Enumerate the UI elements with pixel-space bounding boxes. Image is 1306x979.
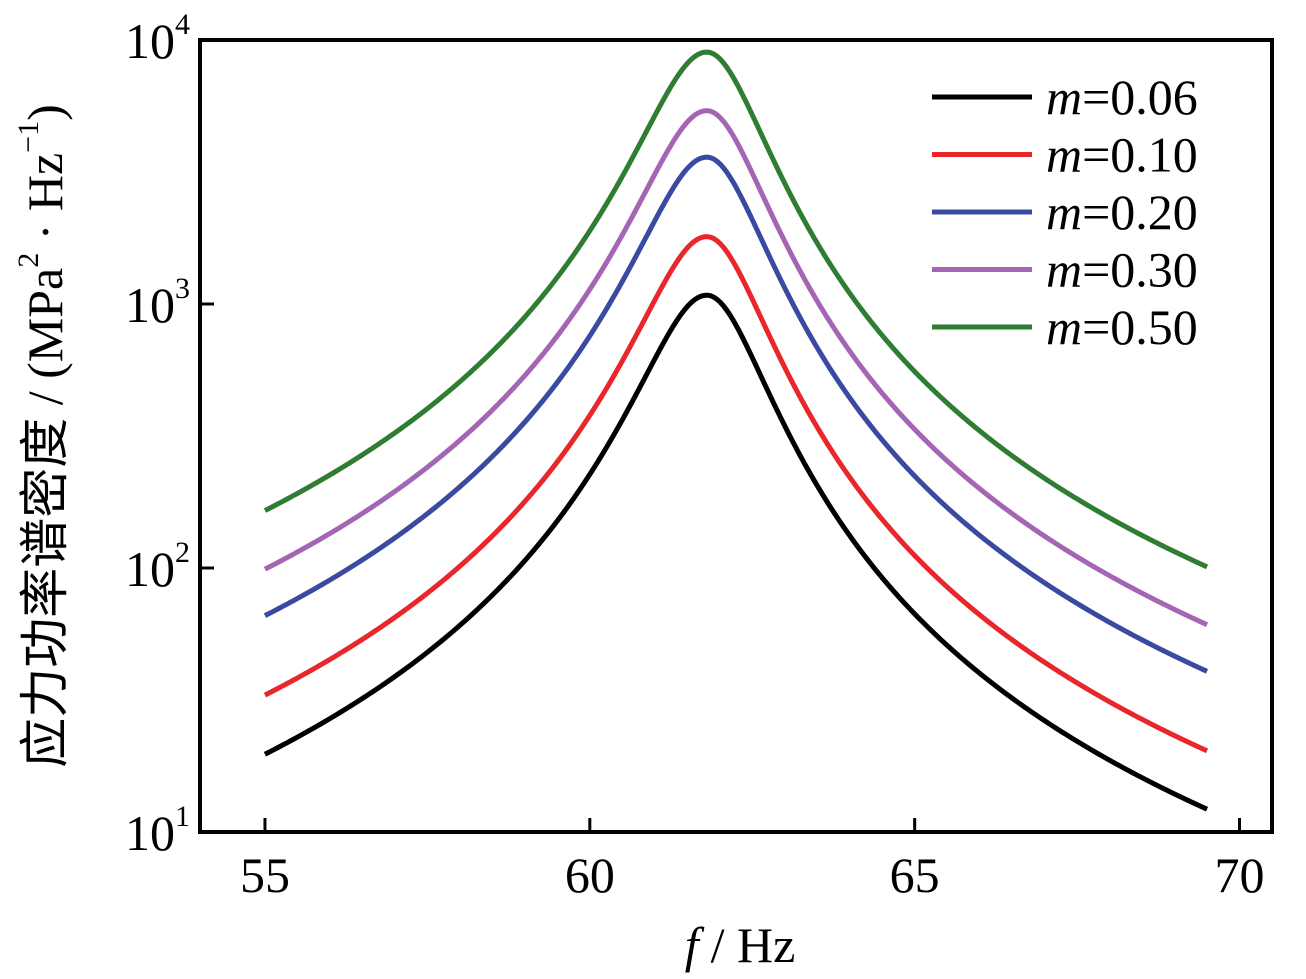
series-line-4 xyxy=(263,49,1209,570)
legend-label: m=0.30 xyxy=(1046,242,1198,298)
x-axis-label: f / Hz xyxy=(685,917,796,973)
y-tick-label: 104 xyxy=(125,8,190,69)
y-tick-label: 101 xyxy=(125,800,190,861)
y-tick-label: 103 xyxy=(125,272,190,333)
x-tick-label: 60 xyxy=(565,847,615,903)
legend: m=0.06m=0.10m=0.20m=0.30m=0.50 xyxy=(932,69,1198,355)
legend-label: m=0.50 xyxy=(1046,299,1198,355)
y-axis-ticks: 101 102 103 104 xyxy=(125,8,214,861)
x-tick-label: 55 xyxy=(240,847,290,903)
x-tick-label: 65 xyxy=(890,847,940,903)
legend-label: m=0.06 xyxy=(1046,69,1198,125)
series-line-2 xyxy=(263,154,1209,674)
legend-label: m=0.10 xyxy=(1046,127,1198,183)
series-line-3 xyxy=(263,108,1209,627)
x-axis-ticks: 55 60 65 70 xyxy=(240,818,1265,903)
series-line-0 xyxy=(263,292,1209,812)
y-tick-label: 102 xyxy=(125,536,190,597)
legend-label: m=0.20 xyxy=(1046,184,1198,240)
x-tick-label: 70 xyxy=(1215,847,1265,903)
series-lines xyxy=(263,49,1209,812)
y-axis-label: 应力功率谱密度 / (MPa2 · Hz−1) xyxy=(12,104,73,768)
series-line-1 xyxy=(263,234,1209,754)
plot-frame xyxy=(198,38,1274,834)
